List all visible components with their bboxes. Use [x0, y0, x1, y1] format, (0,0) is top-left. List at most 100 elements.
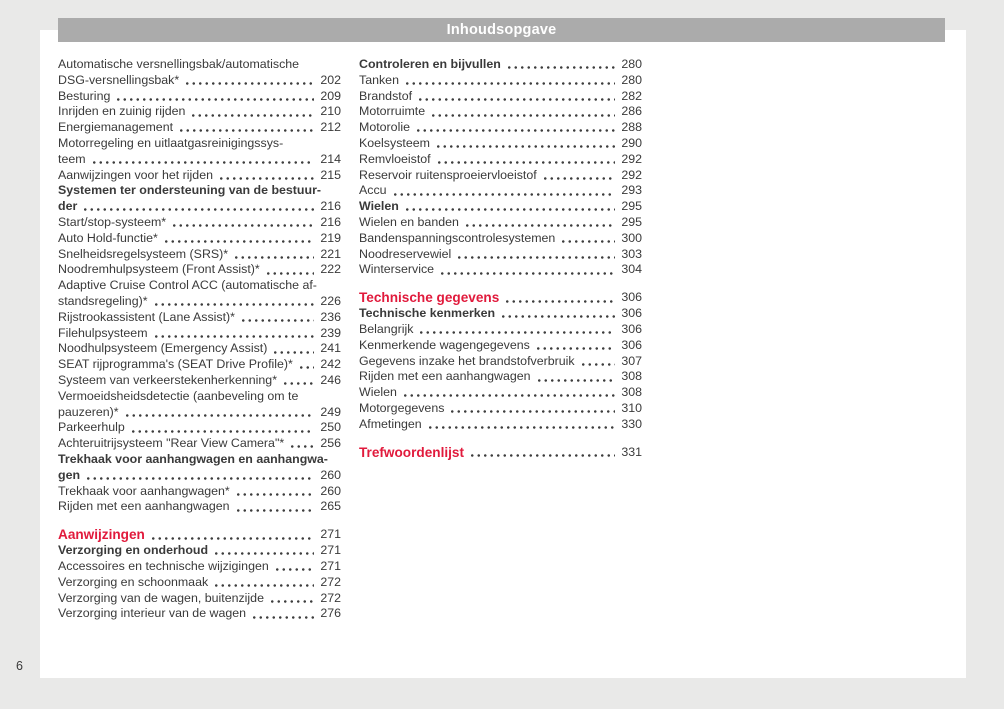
toc-entry[interactable]: Adaptive Cruise Control ACC (automatisch… — [58, 278, 341, 310]
toc-entry-label: gen — [58, 467, 81, 482]
toc-entry[interactable]: Snelheidsregelsysteem (SRS)* 221 — [58, 246, 341, 263]
toc-entry[interactable]: Afmetingen 330 — [359, 416, 642, 433]
toc-entry-label: Bandenspanningscontrolesystemen — [359, 230, 556, 245]
toc-entry[interactable]: Rijden met een aanhangwagen 308 — [359, 369, 642, 386]
toc-entry-row: Filehulpsysteem 239 — [58, 325, 341, 342]
dot-leader — [129, 420, 314, 437]
toc-entry[interactable]: Rijden met een aanhangwagen 265 — [58, 499, 341, 516]
toc-entry-row: teem 214 — [58, 151, 341, 168]
toc-entry[interactable]: Tanken 280 — [359, 72, 642, 89]
toc-entry[interactable]: Trekhaak voor aanhangwagen en aanhangwa-… — [58, 452, 341, 484]
dot-leader — [297, 357, 314, 373]
chapter-header-bar: Inhoudsopgave — [58, 18, 945, 42]
toc-entry[interactable]: Noodhulpsysteem (Emergency Assist) 241 — [58, 341, 341, 358]
dot-leader — [115, 88, 314, 105]
toc-entry-row: Technische kenmerken 306 — [359, 306, 642, 322]
toc-entry[interactable]: Reservoir ruitensproeiervloeistof 292 — [359, 167, 642, 184]
toc-entry[interactable]: Parkeerhulp 250 — [58, 420, 341, 437]
toc-entry[interactable]: Wielen 308 — [359, 385, 642, 401]
dot-leader — [213, 543, 314, 559]
toc-entry[interactable]: Motorregeling en uitlaatgasreinigingssys… — [58, 136, 341, 168]
toc-entry-page-number: 293 — [621, 183, 642, 198]
toc-entry-row: Accu 293 — [359, 183, 642, 200]
toc-entry-row: Parkeerhulp 250 — [58, 420, 341, 437]
dot-leader — [505, 57, 615, 73]
toc-entry[interactable]: Belangrijk 306 — [359, 321, 642, 338]
dot-leader — [178, 120, 314, 136]
toc-entry-row: Motorolie 288 — [359, 120, 642, 136]
toc-entry-label: Rijden met een aanhangwagen — [58, 499, 230, 514]
toc-entry[interactable]: Kenmerkende wagengegevens 306 — [359, 337, 642, 354]
toc-entry[interactable]: Wielen 295 — [359, 199, 642, 215]
toc-entry[interactable]: Systeem van verkeerstekenherkenning* 246 — [58, 372, 341, 389]
toc-entry[interactable]: Noodreservewiel 303 — [359, 246, 642, 263]
toc-entry[interactable]: Systemen ter ondersteuning van de bestuu… — [58, 183, 341, 215]
toc-entry[interactable]: Automatische versnellingsbak/automatisch… — [58, 57, 341, 89]
toc-entry[interactable]: Besturing 209 — [58, 88, 341, 105]
dot-leader — [184, 72, 314, 89]
toc-entry[interactable]: Auto Hold-functie* 219 — [58, 230, 341, 247]
toc-entry-label: pauzeren)* — [58, 404, 119, 419]
toc-entry[interactable]: Filehulpsysteem 239 — [58, 325, 341, 342]
toc-entry[interactable]: Inrijden en zuinig rijden 210 — [58, 104, 341, 121]
toc-entry[interactable]: Controleren en bijvullen 280 — [359, 57, 642, 73]
toc-entry-page-number: 216 — [320, 199, 341, 214]
toc-entry[interactable]: Motorgegevens 310 — [359, 400, 642, 417]
toc-entry[interactable]: Brandstof 282 — [359, 88, 642, 105]
toc-entry[interactable]: Trefwoordenlijst 331 — [359, 443, 642, 461]
toc-entry-label: Trefwoordenlijst — [359, 444, 464, 460]
toc-entry-page-number: 260 — [320, 483, 341, 498]
dot-leader — [504, 289, 615, 307]
dot-leader — [272, 341, 314, 358]
dot-leader — [449, 400, 615, 417]
toc-entry[interactable]: Remvloeistof 292 — [359, 151, 642, 168]
toc-entry-page-number: 307 — [621, 353, 642, 368]
toc-entry[interactable]: SEAT rijprogramma's (SEAT Drive Profile)… — [58, 357, 341, 373]
toc-entry-row: Snelheidsregelsysteem (SRS)* 221 — [58, 246, 341, 263]
toc-entry[interactable]: Technische gegevens 306 — [359, 289, 642, 307]
toc-entry-page-number: 249 — [320, 404, 341, 419]
toc-entry[interactable]: Technische kenmerken 306 — [359, 306, 642, 322]
toc-entry-label: SEAT rijprogramma's (SEAT Drive Profile)… — [58, 357, 293, 372]
dot-leader — [560, 230, 615, 247]
toc-entry[interactable]: Verzorging interieur van de wagen 276 — [58, 606, 341, 623]
toc-entry[interactable]: Verzorging en onderhoud 271 — [58, 543, 341, 559]
toc-entry[interactable]: Aanwijzingen 271 — [58, 526, 341, 544]
toc-entry[interactable]: Verzorging van de wagen, buitenzijde 272 — [58, 590, 341, 607]
toc-entry[interactable]: Koelsysteem 290 — [359, 135, 642, 152]
dot-leader — [456, 246, 615, 263]
toc-entry[interactable]: Motorruimte 286 — [359, 104, 642, 121]
dot-leader — [403, 199, 615, 215]
toc-entry[interactable]: Noodremhulpsysteem (Front Assist)* 222 — [58, 262, 341, 279]
toc-entry[interactable]: Motorolie 288 — [359, 120, 642, 136]
toc-entry-row: Start/stop-systeem* 216 — [58, 214, 341, 231]
toc-entry[interactable]: Verzorging en schoonmaak 272 — [58, 574, 341, 591]
dot-leader — [534, 337, 615, 354]
toc-entry-row: SEAT rijprogramma's (SEAT Drive Profile)… — [58, 357, 341, 373]
dot-leader — [418, 321, 615, 338]
toc-entry[interactable]: Gegevens inzake het brandstofverbruik 307 — [359, 353, 642, 370]
toc-column-left: Automatische versnellingsbak/automatisch… — [58, 57, 341, 623]
toc-entry-row: Technische gegevens 306 — [359, 289, 642, 307]
dot-leader — [430, 104, 615, 121]
toc-entry[interactable]: Accessoires en technische wijzigingen 271 — [58, 558, 341, 575]
toc-entry[interactable]: Accu 293 — [359, 183, 642, 200]
toc-entry[interactable]: Start/stop-systeem* 216 — [58, 214, 341, 231]
dot-leader — [152, 293, 314, 310]
toc-entry-row: Rijden met een aanhangwagen 265 — [58, 499, 341, 516]
toc-entry-label: Verzorging en schoonmaak — [58, 574, 209, 589]
toc-entry-row: Kenmerkende wagengegevens 306 — [359, 337, 642, 354]
toc-entry[interactable]: Winterservice 304 — [359, 262, 642, 279]
toc-entry[interactable]: Bandenspanningscontrolesystemen 300 — [359, 230, 642, 247]
toc-entry[interactable]: Achteruitrijsysteem "Rear View Camera"* 2… — [58, 436, 341, 452]
toc-entry-label: Winterservice — [359, 262, 435, 277]
toc-entry[interactable]: Aanwijzingen voor het rijden 215 — [58, 167, 341, 184]
toc-entry[interactable]: Wielen en banden 295 — [359, 214, 642, 231]
toc-entry-label: Noodhulpsysteem (Emergency Assist) — [58, 341, 268, 356]
dot-leader — [162, 230, 314, 247]
toc-entry[interactable]: Trekhaak voor aanhangwagen* 260 — [58, 483, 341, 500]
toc-entry[interactable]: Rijstrookassistent (Lane Assist)* 236 — [58, 309, 341, 326]
toc-entry[interactable]: Vermoeidsheidsdetectie (aanbeveling om t… — [58, 389, 341, 421]
toc-entry[interactable]: Energiemanagement 212 — [58, 120, 341, 136]
